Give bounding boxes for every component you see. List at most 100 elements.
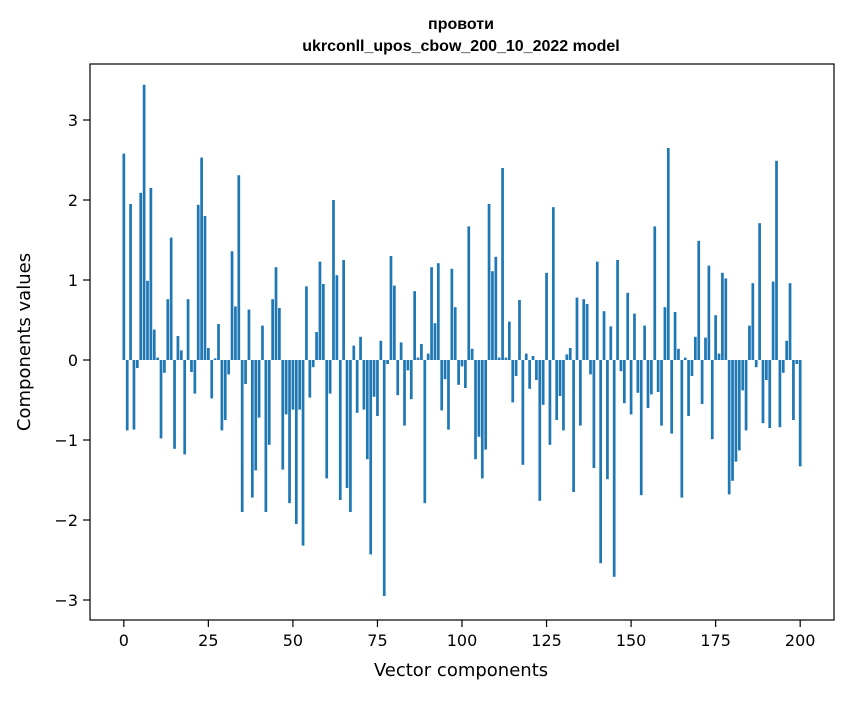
bar-172 — [704, 337, 707, 360]
bar-180 — [731, 360, 734, 481]
bar-67 — [349, 360, 352, 512]
bar-18 — [183, 360, 187, 455]
bar-20 — [190, 360, 193, 372]
y-tick-label: 0 — [68, 351, 78, 370]
bar-109 — [491, 271, 494, 360]
bar-135 — [579, 360, 582, 426]
y-axis-label: Components values — [14, 253, 35, 431]
bar-35 — [240, 360, 244, 512]
y-tick-label: 1 — [68, 271, 78, 290]
bar-186 — [751, 283, 755, 360]
bar-164 — [677, 348, 680, 360]
x-tick-label: 175 — [700, 631, 731, 650]
x-axis-label: Vector components — [374, 660, 548, 681]
bar-86 — [413, 291, 417, 360]
bar-59 — [321, 284, 325, 360]
bar-193 — [775, 160, 778, 360]
bar-17 — [179, 350, 183, 360]
bar-72 — [365, 360, 369, 460]
bar-124 — [541, 360, 545, 405]
bar-118 — [521, 360, 525, 465]
bars — [122, 84, 802, 596]
bar-102 — [467, 226, 471, 360]
bar-156 — [650, 360, 653, 395]
bar-155 — [646, 360, 650, 408]
chart-title: провоти — [428, 16, 494, 33]
bar-66 — [345, 360, 349, 488]
bar-9 — [152, 329, 156, 360]
bar-176 — [717, 353, 721, 360]
bar-63 — [335, 275, 339, 360]
bar-21 — [193, 360, 197, 394]
bar-65 — [342, 260, 345, 360]
bar-160 — [663, 307, 667, 360]
bar-144 — [609, 326, 613, 360]
bar-42 — [264, 360, 268, 512]
bar-84 — [406, 360, 410, 371]
bar-83 — [403, 360, 406, 426]
bar-100 — [460, 360, 464, 367]
bar-169 — [693, 336, 697, 360]
x-tick-label: 25 — [198, 631, 218, 650]
bar-115 — [511, 360, 515, 403]
bar-166 — [683, 357, 687, 360]
bar-199 — [795, 360, 799, 364]
bar-6 — [142, 84, 146, 361]
chart-subtitle: ukrconll_upos_cbow_200_10_2022 model — [302, 38, 619, 55]
bar-91 — [430, 267, 433, 360]
x-tick-label: 75 — [367, 631, 387, 650]
bar-187 — [754, 360, 758, 368]
bar-174 — [710, 360, 714, 440]
bar-92 — [433, 323, 437, 360]
bar-171 — [700, 360, 704, 404]
bar-128 — [555, 360, 559, 420]
bar-12 — [163, 360, 166, 373]
bar-25 — [207, 348, 210, 360]
x-tick-label: 100 — [447, 631, 478, 650]
bar-99 — [457, 360, 460, 385]
bar-27 — [213, 358, 217, 360]
bar-133 — [572, 360, 575, 492]
bar-111 — [497, 357, 501, 360]
bar-158 — [656, 360, 660, 392]
bar-44 — [271, 299, 274, 360]
bar-191 — [768, 360, 772, 428]
x-axis-ticks: 0 25 50 75 100 125 150 175 200 — [119, 620, 815, 650]
bar-132 — [568, 348, 572, 360]
bar-73 — [369, 360, 373, 555]
bar-196 — [785, 340, 789, 360]
bar-200 — [798, 360, 802, 467]
bar-129 — [558, 360, 562, 396]
bar-85 — [409, 360, 413, 400]
x-tick-label: 150 — [616, 631, 647, 650]
bar-119 — [524, 353, 528, 360]
bar-19 — [186, 299, 190, 360]
bar-37 — [247, 309, 251, 360]
bar-148 — [622, 360, 626, 404]
bar-107 — [484, 360, 488, 450]
bar-96 — [447, 360, 450, 430]
bar-53 — [301, 360, 305, 546]
bar-2 — [129, 204, 132, 360]
bar-198 — [792, 360, 795, 420]
bar-89 — [423, 360, 427, 504]
bar-189 — [761, 360, 765, 424]
bar-11 — [159, 360, 163, 439]
bar-32 — [230, 251, 234, 360]
bar-130 — [562, 360, 565, 431]
bar-159 — [660, 360, 663, 426]
bar-50 — [291, 360, 295, 410]
x-tick-label: 50 — [283, 631, 303, 650]
bar-75 — [376, 360, 379, 416]
bar-3 — [132, 360, 136, 430]
bar-23 — [200, 157, 203, 360]
bar-88 — [420, 344, 423, 360]
bar-184 — [744, 360, 748, 431]
bar-123 — [538, 360, 542, 501]
bar-24 — [203, 216, 207, 360]
bar-117 — [518, 300, 521, 360]
bar-46 — [278, 308, 281, 360]
y-tick-label: −3 — [54, 591, 78, 610]
